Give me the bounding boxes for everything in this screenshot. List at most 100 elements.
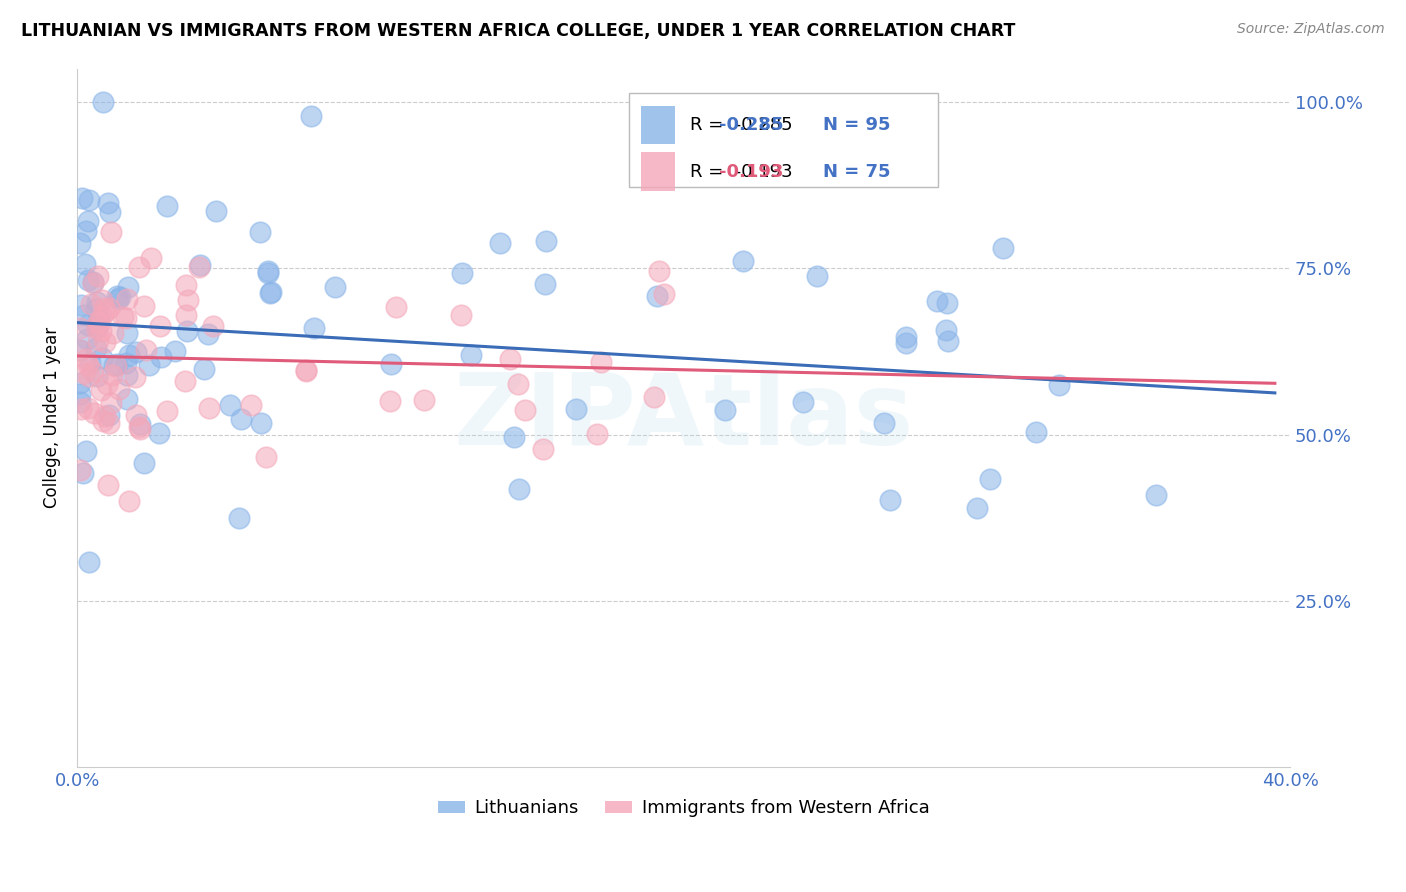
Point <box>101 368 124 383</box>
Point <box>84 341 107 355</box>
Point <box>792 395 814 409</box>
Point <box>117 368 139 383</box>
Point <box>503 430 526 444</box>
Point <box>69 343 91 357</box>
Point <box>586 427 609 442</box>
Point <box>110 290 132 304</box>
Point <box>125 344 148 359</box>
Point <box>69 343 91 357</box>
Point <box>141 251 163 265</box>
Point <box>1144 488 1167 502</box>
Point <box>176 308 198 322</box>
Point <box>118 494 141 508</box>
Point <box>105 358 128 372</box>
Point <box>82 275 104 289</box>
Point <box>128 420 150 434</box>
Point <box>97 416 120 430</box>
Point <box>925 294 948 309</box>
Point <box>198 401 221 416</box>
Point <box>173 375 195 389</box>
Point <box>93 301 115 315</box>
Point <box>98 205 121 219</box>
Point <box>176 324 198 338</box>
Point <box>935 323 957 337</box>
Point <box>100 395 122 409</box>
Point <box>75 257 97 271</box>
Point <box>69 402 91 417</box>
Point <box>231 412 253 426</box>
Point <box>295 363 318 377</box>
Point <box>896 330 918 344</box>
Point <box>506 377 529 392</box>
Point <box>94 304 117 318</box>
Point <box>96 377 118 392</box>
Point <box>648 264 671 278</box>
Point <box>197 326 219 341</box>
Point <box>91 309 114 323</box>
Text: ZIPAtlas: ZIPAtlas <box>453 369 914 467</box>
Text: Source: ZipAtlas.com: Source: ZipAtlas.com <box>1237 22 1385 37</box>
Point <box>239 398 262 412</box>
Point <box>533 277 555 292</box>
Point <box>564 402 586 417</box>
Text: R =  -0.193: R = -0.193 <box>689 162 792 180</box>
Point <box>69 235 91 250</box>
Point <box>87 315 110 329</box>
Point <box>254 450 277 465</box>
Point <box>643 390 665 404</box>
Point <box>93 409 115 423</box>
Point <box>124 370 146 384</box>
Point <box>115 326 138 340</box>
Point <box>97 196 120 211</box>
Point <box>117 293 139 307</box>
Point <box>72 366 94 380</box>
Point <box>534 234 557 248</box>
Legend: Lithuanians, Immigrants from Western Africa: Lithuanians, Immigrants from Western Afr… <box>430 792 936 824</box>
Point <box>84 302 107 317</box>
Point <box>202 318 225 333</box>
Point <box>531 442 554 456</box>
Point <box>149 319 172 334</box>
Point <box>489 235 512 250</box>
Point <box>118 348 141 362</box>
Point <box>107 292 129 306</box>
Point <box>250 416 273 430</box>
Point <box>228 510 250 524</box>
Point <box>499 351 522 366</box>
Point <box>256 264 278 278</box>
Point <box>87 317 110 331</box>
Text: -0.285: -0.285 <box>718 116 783 134</box>
Point <box>77 214 100 228</box>
Point <box>105 289 128 303</box>
Point <box>1025 425 1047 440</box>
Point <box>513 403 536 417</box>
Point <box>124 408 146 422</box>
Point <box>806 269 828 284</box>
Point <box>259 285 281 300</box>
Point <box>103 326 125 341</box>
Point <box>714 403 737 417</box>
Point <box>129 417 152 432</box>
Point <box>69 395 91 409</box>
Point <box>966 500 988 515</box>
Text: -0.193: -0.193 <box>718 162 783 180</box>
Point <box>257 266 280 280</box>
Point <box>75 443 97 458</box>
Point <box>103 358 125 372</box>
Point <box>76 332 98 346</box>
Point <box>150 350 173 364</box>
FancyBboxPatch shape <box>628 93 938 187</box>
Point <box>87 311 110 326</box>
Point <box>77 318 100 332</box>
Point <box>384 300 406 314</box>
Point <box>508 482 530 496</box>
Point <box>90 383 112 397</box>
Point <box>104 359 127 373</box>
Point <box>128 260 150 275</box>
Point <box>72 467 94 481</box>
Point <box>87 334 110 348</box>
Point <box>129 422 152 436</box>
Point <box>97 478 120 492</box>
Point <box>86 295 108 310</box>
Point <box>69 297 91 311</box>
